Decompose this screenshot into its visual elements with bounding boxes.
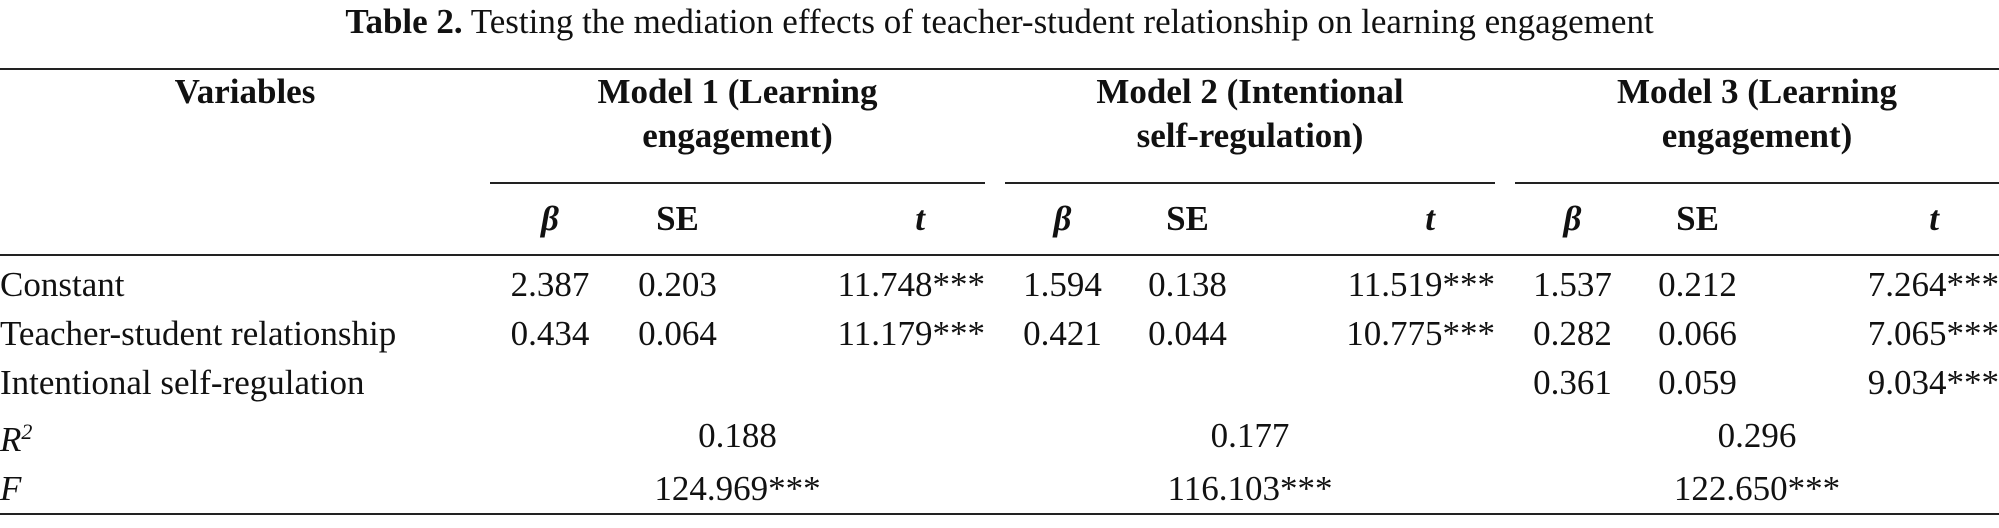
beta-header: β bbox=[1563, 199, 1582, 238]
model-1-header: Model 1 (Learning engagement) bbox=[490, 69, 985, 184]
beta-header: β bbox=[541, 199, 559, 238]
t-header: t bbox=[915, 199, 925, 238]
cell: 1.594 bbox=[1023, 265, 1102, 304]
cell bbox=[610, 358, 745, 407]
cell: 0.421 bbox=[1023, 314, 1102, 353]
r2-label: R2 bbox=[0, 419, 33, 459]
model-2-header-line2: self-regulation) bbox=[1136, 116, 1364, 155]
f-label: F bbox=[0, 469, 22, 508]
caption-label: Table 2. bbox=[345, 2, 463, 41]
r2-value-model-1: 0.188 bbox=[698, 416, 777, 455]
f-value-model-2: 116.103*** bbox=[1167, 469, 1333, 508]
se-header: SE bbox=[1676, 199, 1719, 238]
cell: 0.434 bbox=[510, 314, 590, 353]
r2-value-model-3: 0.296 bbox=[1717, 416, 1797, 455]
caption-text: Testing the mediation effects of teacher… bbox=[470, 2, 1654, 41]
f-value-model-1: 124.969*** bbox=[654, 469, 821, 508]
table-row-f: F 124.969*** 116.103*** 122.650*** bbox=[0, 464, 1999, 514]
cell: 0.044 bbox=[1148, 314, 1227, 353]
model-3-header-line1: Model 3 (Learning bbox=[1617, 72, 1897, 111]
table-row-r2: R2 0.188 0.177 0.296 bbox=[0, 407, 1999, 464]
model-1-header-line1: Model 1 (Learning bbox=[597, 72, 878, 111]
cell bbox=[1120, 358, 1255, 407]
model-3-header-line2: engagement) bbox=[1661, 116, 1853, 155]
r2-value-model-2: 0.177 bbox=[1210, 416, 1290, 455]
table-row: Constant 2.387 0.203 11.748*** 1.594 0.1… bbox=[0, 255, 1999, 309]
cell: 0.066 bbox=[1658, 314, 1737, 353]
cell: 2.387 bbox=[510, 265, 590, 304]
cell: 11.179*** bbox=[837, 314, 985, 353]
cell: 10.775*** bbox=[1346, 314, 1496, 353]
cell: 1.537 bbox=[1533, 265, 1612, 304]
cell: 11.519*** bbox=[1347, 265, 1496, 304]
cell: 7.264*** bbox=[1867, 265, 1999, 304]
model-2-header: Model 2 (Intentional self-regulation) bbox=[1005, 69, 1496, 184]
variables-header: Variables bbox=[174, 72, 316, 111]
row-label: Intentional self-regulation bbox=[0, 363, 365, 402]
se-header: SE bbox=[1166, 199, 1209, 238]
cell bbox=[1255, 358, 1495, 407]
model-3-header: Model 3 (Learning engagement) bbox=[1515, 69, 1999, 184]
cell: 0.203 bbox=[638, 265, 717, 304]
se-header: SE bbox=[656, 199, 699, 238]
cell: 0.059 bbox=[1658, 363, 1737, 402]
table-row: Teacher-student relationship 0.434 0.064… bbox=[0, 309, 1999, 358]
cell bbox=[745, 358, 985, 407]
model-2-header-line1: Model 2 (Intentional bbox=[1096, 72, 1404, 111]
table-caption: Table 2. Testing the mediation effects o… bbox=[0, 2, 1999, 42]
t-header: t bbox=[1425, 199, 1436, 238]
row-label: Constant bbox=[0, 265, 125, 304]
row-label: Teacher-student relationship bbox=[0, 314, 397, 353]
r2-superscript: 2 bbox=[21, 419, 33, 444]
model-1-header-line2: engagement) bbox=[642, 116, 833, 155]
cell: 0.361 bbox=[1533, 363, 1612, 402]
cell: 0.064 bbox=[638, 314, 717, 353]
f-value-model-3: 122.650*** bbox=[1673, 469, 1841, 508]
results-table: Variables Model 1 (Learning engagement) … bbox=[0, 68, 1999, 515]
t-header: t bbox=[1929, 199, 1940, 238]
cell: 7.065*** bbox=[1867, 314, 1999, 353]
cell bbox=[1005, 358, 1120, 407]
cell bbox=[490, 358, 610, 407]
cell: 0.282 bbox=[1533, 314, 1612, 353]
cell: 0.138 bbox=[1148, 265, 1227, 304]
cell: 9.034*** bbox=[1867, 363, 1999, 402]
beta-header: β bbox=[1053, 199, 1072, 238]
cell: 11.748*** bbox=[837, 265, 985, 304]
table-row: Intentional self-regulation 0.361 0.059 … bbox=[0, 358, 1999, 407]
cell: 0.212 bbox=[1658, 265, 1737, 304]
